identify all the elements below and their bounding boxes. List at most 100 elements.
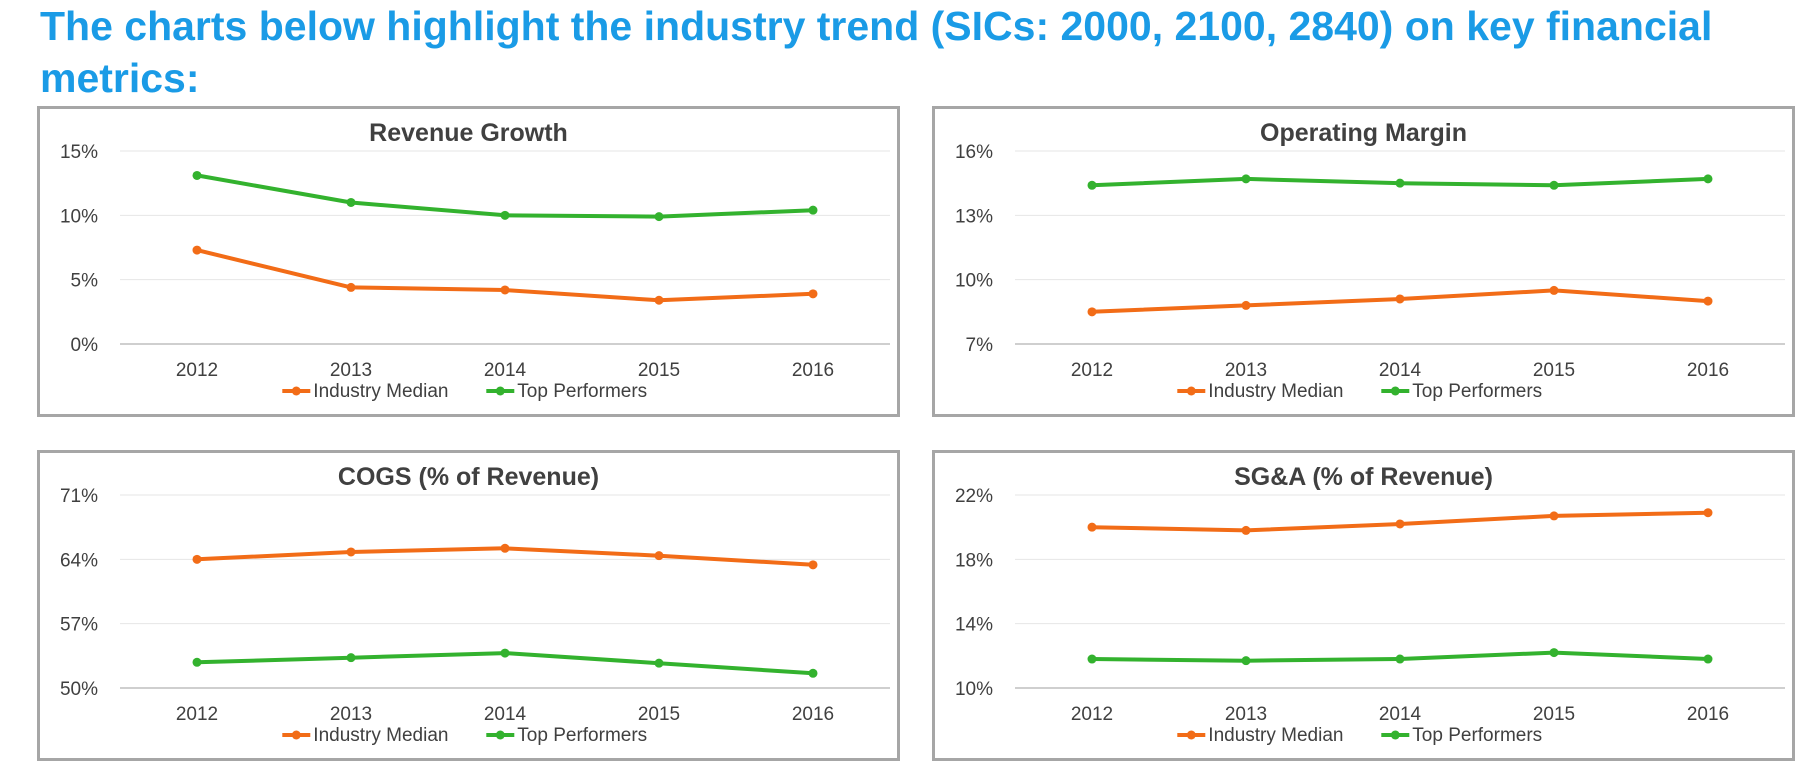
data-point-industry-median	[1087, 307, 1097, 317]
chart-title: Revenue Growth	[369, 119, 568, 147]
y-tick-label: 7%	[966, 335, 994, 356]
sga-chart-panel: SG&A (% of Revenue) 10% 14% 18% 22% 2012 2013 2…	[932, 450, 1795, 761]
x-tick-label: 2012	[1071, 360, 1113, 381]
legend-marker-top-performers	[495, 386, 505, 396]
y-tick-label: 15%	[60, 142, 98, 163]
y-tick-label: 18%	[955, 550, 993, 571]
data-point-top-performers	[192, 657, 202, 667]
legend-label-industry-median: Industry Median	[313, 725, 448, 746]
y-tick-label: 64%	[60, 550, 98, 571]
data-point-top-performers	[654, 658, 664, 668]
data-point-industry-median	[1703, 296, 1713, 306]
x-tick-label: 2012	[1071, 704, 1113, 725]
y-tick-label: 10%	[955, 679, 993, 700]
cogs-chart-panel: COGS (% of Revenue) 50% 57% 64% 71% 2012 2013 2…	[37, 450, 900, 761]
y-tick-label: 50%	[60, 679, 98, 700]
data-point-top-performers	[1395, 178, 1405, 188]
data-point-top-performers	[1549, 648, 1559, 658]
data-point-top-performers	[1395, 654, 1405, 664]
data-point-industry-median	[654, 295, 664, 305]
operating-margin-chart-panel: Operating Margin 7% 10% 13% 16% 2012 2013 2014 2…	[932, 106, 1795, 417]
y-tick-label: 14%	[955, 615, 993, 636]
data-point-industry-median	[346, 547, 356, 557]
data-point-top-performers	[500, 648, 510, 658]
data-point-top-performers	[1087, 654, 1097, 664]
data-point-industry-median	[808, 560, 818, 570]
x-tick-label: 2014	[484, 704, 527, 725]
data-point-top-performers	[808, 205, 818, 215]
data-point-industry-median	[1549, 511, 1559, 521]
x-tick-label: 2014	[1379, 360, 1422, 381]
x-tick-label: 2013	[330, 360, 372, 381]
data-point-industry-median	[1241, 525, 1251, 535]
y-tick-label: 16%	[955, 142, 993, 163]
series-line-top-performers	[195, 173, 815, 219]
legend-label-industry-median: Industry Median	[1208, 725, 1343, 746]
chart-title: COGS (% of Revenue)	[338, 463, 599, 491]
revenue-growth-chart: Revenue Growth 0% 5% 10% 15% 2012 2013 2014 2015…	[60, 119, 890, 402]
y-tick-label: 5%	[71, 271, 99, 292]
legend-label-industry-median: Industry Median	[1208, 381, 1343, 402]
data-point-top-performers	[346, 197, 356, 207]
legend-marker-top-performers	[1390, 386, 1400, 396]
data-point-top-performers	[346, 653, 356, 663]
x-tick-label: 2014	[1379, 704, 1422, 725]
data-point-top-performers	[1087, 180, 1097, 190]
y-tick-label: 10%	[60, 206, 98, 227]
x-tick-label: 2013	[1225, 704, 1267, 725]
legend-marker-top-performers	[1390, 730, 1400, 740]
legend-marker-top-performers	[495, 730, 505, 740]
y-tick-label: 13%	[955, 206, 993, 227]
data-point-industry-median	[1395, 519, 1405, 529]
data-point-industry-median	[500, 285, 510, 295]
data-point-industry-median	[192, 554, 202, 564]
x-tick-label: 2015	[1533, 360, 1575, 381]
data-point-top-performers	[654, 212, 664, 222]
data-point-top-performers	[808, 668, 818, 678]
y-tick-label: 22%	[955, 486, 993, 507]
y-tick-label: 71%	[60, 486, 98, 507]
legend-marker-industry-median	[291, 730, 301, 740]
y-tick-label: 0%	[71, 335, 99, 356]
data-point-industry-median	[1549, 285, 1559, 295]
y-tick-label: 57%	[60, 615, 98, 636]
revenue-growth-chart-panel: Revenue Growth 0% 5% 10% 15% 2012 2013 2014 2015…	[37, 106, 900, 417]
data-point-industry-median	[1241, 300, 1251, 310]
cogs-chart: COGS (% of Revenue) 50% 57% 64% 71% 2012 2013 2…	[60, 463, 890, 746]
x-tick-label: 2015	[638, 704, 680, 725]
legend-marker-industry-median	[291, 386, 301, 396]
sga-chart: SG&A (% of Revenue) 10% 14% 18% 22% 2012 2013 2…	[955, 463, 1785, 746]
legend-label-industry-median: Industry Median	[313, 381, 448, 402]
x-tick-label: 2016	[1687, 360, 1729, 381]
x-tick-label: 2016	[792, 704, 834, 725]
chart-title: SG&A (% of Revenue)	[1234, 463, 1493, 491]
chart-title: Operating Margin	[1260, 119, 1467, 147]
operating-margin-chart: Operating Margin 7% 10% 13% 16% 2012 2013 2014 2…	[955, 119, 1785, 402]
legend-marker-industry-median	[1186, 386, 1196, 396]
x-tick-label: 2016	[792, 360, 834, 381]
x-tick-label: 2012	[176, 360, 218, 381]
data-point-industry-median	[1087, 522, 1097, 532]
legend-label-top-performers: Top Performers	[1412, 381, 1542, 402]
data-point-top-performers	[192, 170, 202, 180]
data-point-industry-median	[654, 551, 664, 561]
legend-label-top-performers: Top Performers	[517, 725, 647, 746]
legend-marker-industry-median	[1186, 730, 1196, 740]
data-point-top-performers	[1549, 180, 1559, 190]
data-point-industry-median	[192, 245, 202, 255]
x-tick-label: 2015	[1533, 704, 1575, 725]
x-tick-label: 2014	[484, 360, 527, 381]
x-tick-label: 2013	[1225, 360, 1267, 381]
x-tick-label: 2012	[176, 704, 218, 725]
data-point-industry-median	[1703, 508, 1713, 518]
data-point-industry-median	[346, 282, 356, 292]
data-point-top-performers	[1241, 656, 1251, 666]
data-point-top-performers	[500, 210, 510, 220]
data-point-top-performers	[1703, 654, 1713, 664]
y-tick-label: 10%	[955, 271, 993, 292]
data-point-industry-median	[1395, 294, 1405, 304]
x-tick-label: 2013	[330, 704, 372, 725]
x-tick-label: 2015	[638, 360, 680, 381]
data-point-top-performers	[1241, 174, 1251, 184]
x-tick-label: 2016	[1687, 704, 1729, 725]
